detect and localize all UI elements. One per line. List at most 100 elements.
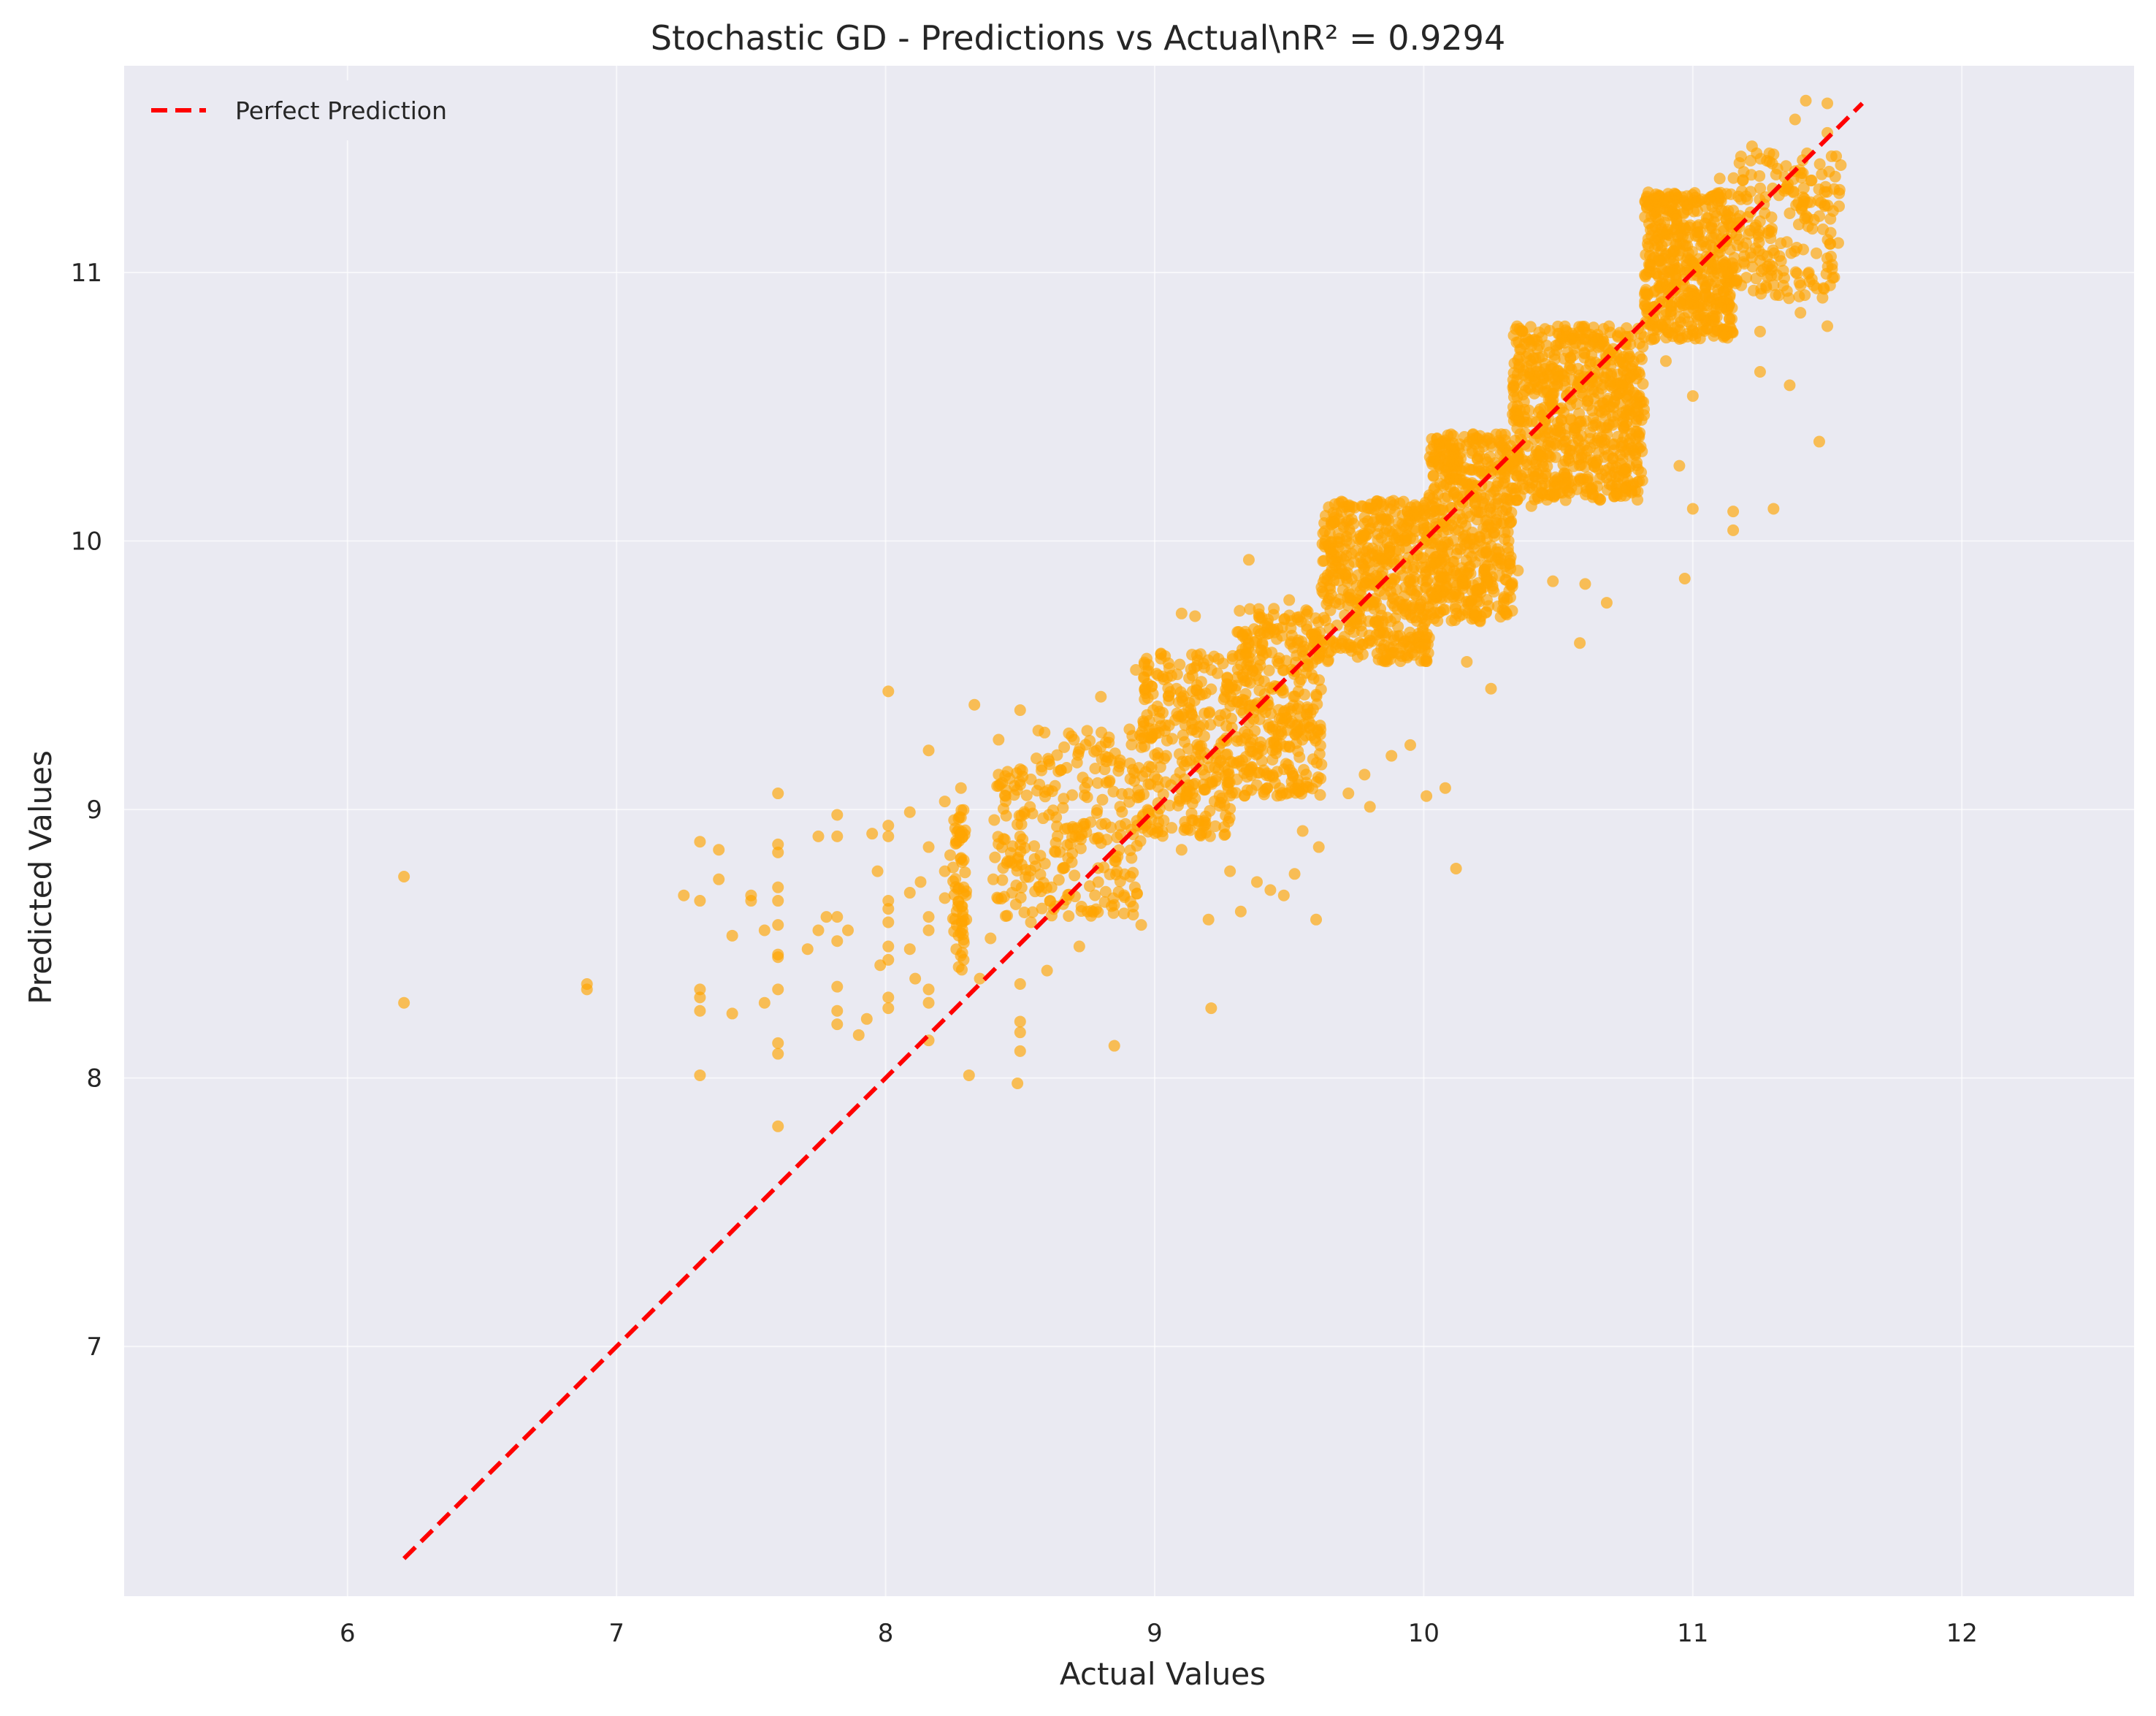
data-point xyxy=(1611,477,1624,489)
data-point xyxy=(1090,744,1103,757)
data-point xyxy=(882,685,895,698)
data-point xyxy=(1299,729,1312,741)
data-point xyxy=(1233,755,1245,768)
data-point xyxy=(1717,266,1729,278)
data-point xyxy=(1288,868,1301,880)
data-point xyxy=(1285,705,1298,717)
data-point xyxy=(1678,573,1691,585)
data-point xyxy=(1586,488,1599,500)
data-point xyxy=(1708,270,1720,283)
data-point xyxy=(1014,704,1026,717)
data-point xyxy=(1661,196,1673,208)
data-point xyxy=(995,893,1008,905)
data-point xyxy=(1425,537,1437,549)
data-point xyxy=(1138,732,1150,744)
data-point xyxy=(1314,789,1326,801)
data-point xyxy=(1756,248,1769,261)
data-point xyxy=(1152,781,1164,793)
data-point xyxy=(1273,652,1285,664)
data-point xyxy=(1512,564,1524,576)
data-point xyxy=(1731,239,1743,251)
data-point xyxy=(1784,379,1796,392)
data-point xyxy=(1574,637,1586,649)
data-point xyxy=(1426,432,1438,445)
data-point xyxy=(1118,907,1131,920)
data-point xyxy=(1335,495,1348,508)
data-point xyxy=(1014,1045,1026,1057)
data-point xyxy=(1292,614,1304,626)
data-point xyxy=(772,788,784,800)
data-point xyxy=(1727,524,1740,536)
data-point xyxy=(1750,219,1762,232)
data-point xyxy=(1461,655,1473,668)
data-point xyxy=(1066,856,1078,869)
data-point xyxy=(1469,606,1482,619)
data-point xyxy=(1211,667,1223,679)
data-point xyxy=(1231,663,1244,676)
data-point xyxy=(1415,655,1427,667)
data-point xyxy=(1632,494,1644,506)
data-point xyxy=(1727,261,1740,273)
data-point xyxy=(1380,654,1392,666)
data-point xyxy=(955,964,968,976)
data-point xyxy=(882,1002,895,1015)
data-point xyxy=(1194,648,1207,660)
x-tick-label: 9 xyxy=(1147,1619,1163,1648)
x-tick-label: 10 xyxy=(1408,1619,1440,1648)
data-point xyxy=(1388,573,1401,586)
data-point xyxy=(1127,901,1139,913)
data-point xyxy=(1100,777,1112,789)
data-point xyxy=(1333,574,1345,587)
data-point xyxy=(1081,725,1093,737)
data-point xyxy=(1314,739,1326,752)
data-point xyxy=(831,980,844,993)
data-point xyxy=(1111,865,1123,877)
data-point xyxy=(1651,267,1663,280)
data-point xyxy=(713,873,725,885)
data-point xyxy=(959,866,971,879)
data-point xyxy=(1315,758,1328,771)
data-point xyxy=(1188,662,1201,674)
data-point xyxy=(1502,546,1515,559)
data-point xyxy=(1164,686,1177,698)
data-point xyxy=(1439,603,1451,616)
data-point xyxy=(1368,603,1380,615)
data-point xyxy=(1403,641,1415,654)
data-point xyxy=(947,912,959,925)
data-point xyxy=(1713,172,1726,185)
data-point xyxy=(1459,519,1472,532)
data-point xyxy=(1224,865,1236,877)
data-point xyxy=(1835,159,1847,171)
y-tick-labels: 7 8 9 10 11 xyxy=(71,259,102,1362)
data-point xyxy=(1280,758,1292,770)
data-point xyxy=(1759,207,1771,219)
data-point xyxy=(922,924,935,937)
data-point xyxy=(1439,782,1451,794)
data-point xyxy=(820,911,833,923)
data-point xyxy=(1018,808,1031,820)
data-point xyxy=(1315,772,1327,785)
data-point xyxy=(1625,370,1637,383)
data-point xyxy=(1574,472,1586,484)
data-point xyxy=(1621,389,1634,401)
data-point xyxy=(1342,591,1354,603)
data-point xyxy=(1096,818,1108,831)
data-point xyxy=(1336,635,1348,647)
data-point xyxy=(1526,415,1538,427)
data-point xyxy=(1018,906,1031,918)
data-point xyxy=(1370,628,1383,641)
data-point xyxy=(1293,676,1306,688)
data-point xyxy=(1009,898,1022,910)
data-point xyxy=(1685,294,1697,307)
data-point xyxy=(1480,576,1493,589)
data-point xyxy=(1283,594,1296,606)
data-point xyxy=(952,895,965,907)
data-point xyxy=(1205,683,1217,695)
data-point xyxy=(1440,438,1452,450)
y-tick-label: 9 xyxy=(86,796,102,825)
data-point xyxy=(1689,332,1702,345)
data-point xyxy=(1371,647,1383,660)
data-point xyxy=(1630,389,1643,402)
data-point xyxy=(955,853,967,865)
